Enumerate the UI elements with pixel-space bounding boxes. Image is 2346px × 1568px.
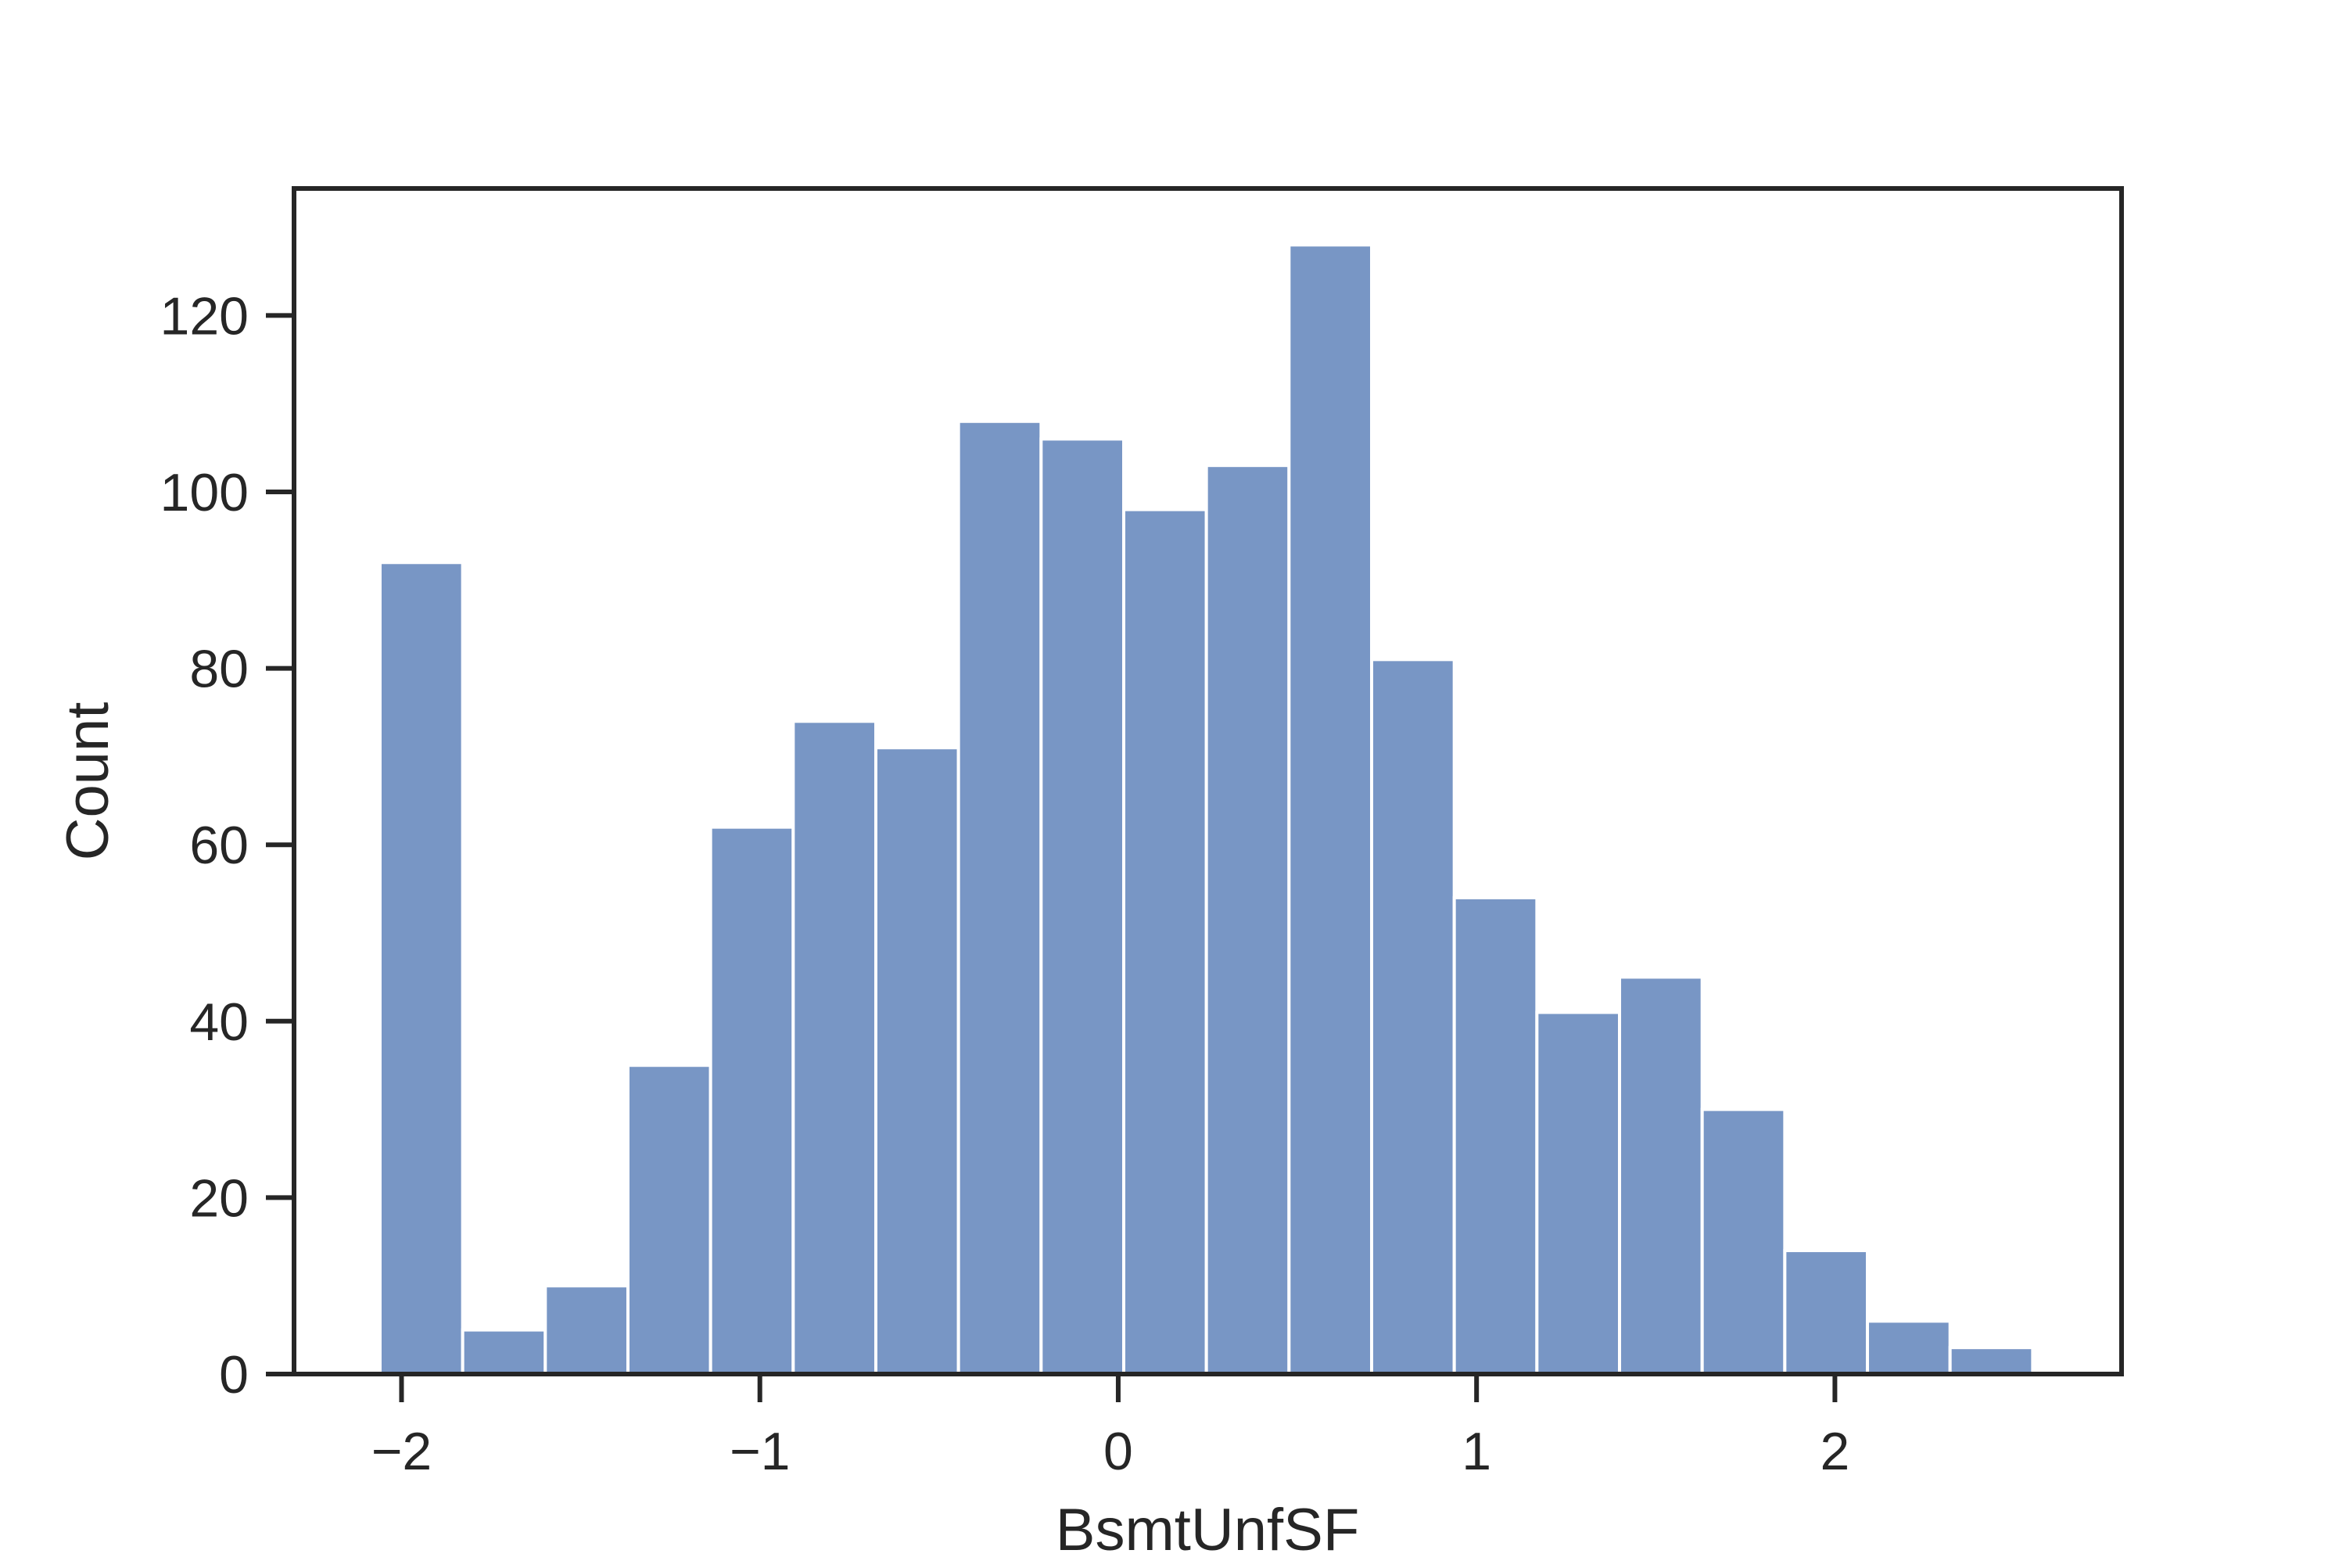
y-tick-label: 120 (160, 286, 249, 346)
y-tick-label: 40 (189, 992, 249, 1052)
histogram-bar (1370, 658, 1456, 1376)
histogram-bar (1121, 508, 1208, 1376)
histogram-bar (378, 561, 465, 1376)
histogram-bar (791, 719, 877, 1376)
histogram-bar (461, 1328, 547, 1376)
histogram-bar (1866, 1319, 1952, 1376)
histogram-bar (1452, 895, 1539, 1376)
histogram-bar (626, 1064, 712, 1376)
y-axis-label: Count (55, 702, 121, 861)
y-tick-label: 100 (160, 463, 249, 522)
bars-layer (378, 243, 2035, 1376)
histogram-bar (1535, 1010, 1622, 1376)
axes-frame (292, 186, 2124, 1376)
histogram-bar (1039, 437, 1125, 1376)
histogram-bar (708, 825, 795, 1376)
y-tick-label: 60 (189, 816, 249, 875)
x-axis-label: BsmtUnfSF (1056, 1497, 1360, 1563)
histogram-bar (1204, 464, 1291, 1376)
x-tick-label: 2 (1820, 1422, 1849, 1481)
histogram-bar (1948, 1346, 2035, 1376)
y-tick-label: 0 (219, 1345, 249, 1405)
histogram-bar (1700, 1107, 1787, 1376)
x-tick-label: 1 (1462, 1422, 1491, 1481)
histogram-bar (1783, 1249, 1870, 1376)
y-tick-label: 20 (189, 1168, 249, 1228)
x-tick-label: 0 (1103, 1422, 1133, 1481)
x-tick-label: −2 (371, 1422, 432, 1481)
histogram-bar (956, 419, 1043, 1376)
histogram-bar (1618, 975, 1704, 1376)
x-axis-ticks: −2 −1 0 1 2 (371, 1374, 1849, 1481)
histogram-bar (873, 746, 960, 1376)
x-tick-label: −1 (730, 1422, 791, 1481)
y-axis-ticks: 0 20 40 60 80 100 120 (160, 286, 294, 1405)
y-tick-label: 80 (189, 640, 249, 699)
histogram-bar (543, 1284, 630, 1376)
histogram-bar (1287, 243, 1374, 1376)
